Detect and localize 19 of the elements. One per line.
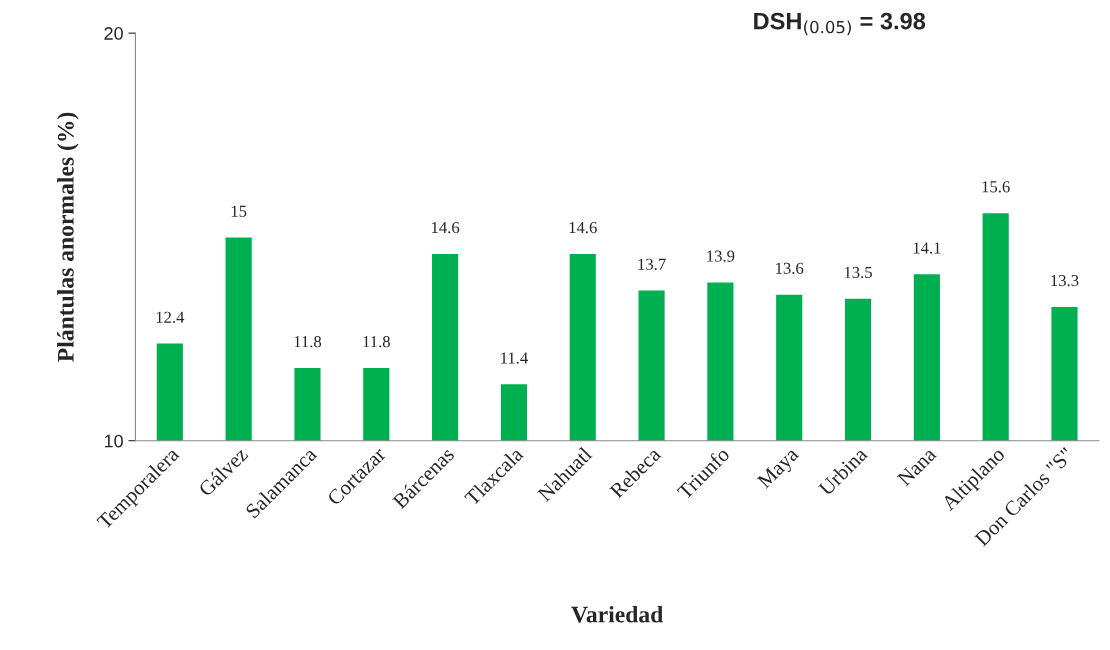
data-label: 14.6 (569, 221, 597, 234)
data-label: 14.6 (431, 221, 460, 234)
data-label: 13.3 (1051, 274, 1079, 287)
data-label: 14.1 (913, 242, 941, 254)
data-label: 11.8 (363, 336, 390, 348)
data-label: 12.4 (156, 311, 185, 323)
data-label: 13.5 (844, 266, 872, 279)
data-label: 13.7 (638, 258, 666, 270)
data-label: 13.9 (707, 250, 735, 262)
data-label: 11.8 (294, 336, 322, 348)
y-tick-label: 20 (104, 27, 123, 40)
y-tick-label: 10 (104, 434, 123, 448)
data-label: 15 (231, 205, 247, 217)
annotation: DSH$_{(0.05)}$ = 3.98 (754, 12, 926, 36)
data-label: 11.4 (501, 352, 528, 364)
y-axis-title: Plántulas anormales (%) (57, 112, 79, 362)
x-axis-title: Variedad (571, 605, 664, 623)
data-label: 13.6 (776, 262, 804, 274)
data-label: 15.6 (982, 181, 1010, 193)
